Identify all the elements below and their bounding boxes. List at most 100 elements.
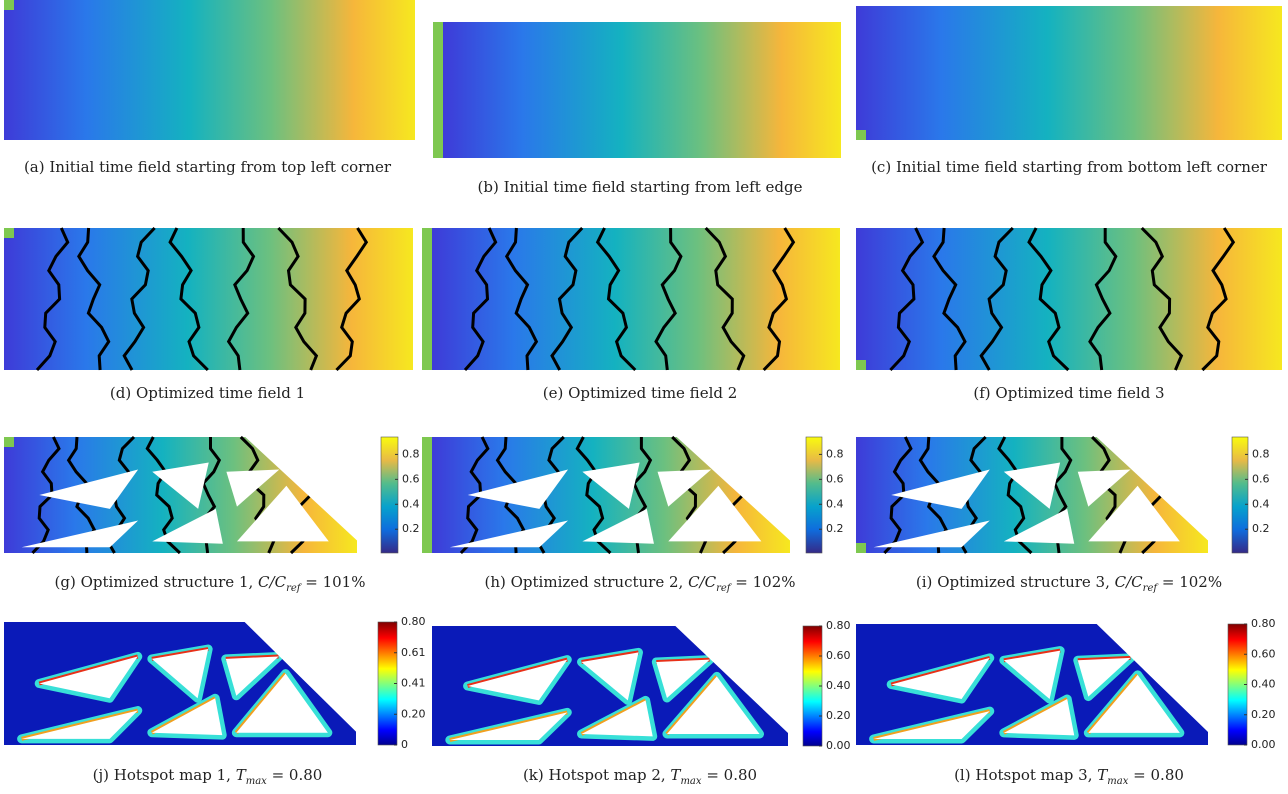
void <box>21 520 139 548</box>
contour-line <box>762 227 796 372</box>
contour-line <box>122 226 156 371</box>
colorbar-label: 0.80 <box>826 619 851 632</box>
caption-text: Initial time field starting from top lef… <box>49 158 392 176</box>
colorbar <box>1231 436 1249 554</box>
void <box>1088 674 1180 733</box>
caption-label: (i) <box>915 573 933 591</box>
contour-line <box>704 226 746 371</box>
contour-line <box>77 227 111 371</box>
caption-label: (k) <box>522 766 544 784</box>
void <box>243 620 360 736</box>
caption: (l) Hotspot map 3, Tmax = 0.80 <box>850 765 1288 792</box>
caption-value: = 0.80 <box>1133 766 1184 784</box>
void <box>1088 485 1180 542</box>
time-field <box>856 228 1282 370</box>
support <box>4 0 14 10</box>
caption-label: (j) <box>92 766 110 784</box>
time-field <box>443 22 841 158</box>
caption-value: = 102% <box>1161 573 1223 591</box>
panel <box>856 6 1282 140</box>
time-field <box>4 0 415 140</box>
contour-line <box>463 227 498 371</box>
void <box>1095 435 1212 544</box>
caption-math: T <box>1097 766 1108 784</box>
colorbar-label: 0.20 <box>1251 708 1276 721</box>
void <box>244 435 361 544</box>
caption-label: (a) <box>23 158 45 176</box>
caption: (j) Hotspot map 1, Tmax = 0.80 <box>0 765 415 792</box>
caption: (b) Initial time field starting from lef… <box>425 177 855 197</box>
caption-label: (e) <box>542 384 564 402</box>
void <box>873 711 990 739</box>
caption-value: = 0.80 <box>271 766 323 784</box>
panel <box>433 22 841 158</box>
colorbar-label: 0.8 <box>826 447 844 460</box>
colorbar-label: 0.80 <box>401 615 426 628</box>
contour-line <box>168 227 209 372</box>
caption: (d) Optimized time field 1 <box>0 383 415 403</box>
panel <box>4 226 413 372</box>
void <box>582 462 640 509</box>
void <box>1077 469 1131 507</box>
contour-line <box>35 227 70 372</box>
caption-subscript: max <box>1107 776 1129 787</box>
panel: 0.80 0.60 0.40 0.20 0.00 <box>856 617 1276 751</box>
contour-line <box>226 227 256 371</box>
caption-label: (l) <box>954 766 971 784</box>
contour-line <box>550 226 584 371</box>
caption-label: (h) <box>484 573 506 591</box>
caption-value: = 101% <box>305 573 366 591</box>
void <box>1077 657 1131 697</box>
caption: (a) Initial time field starting from top… <box>0 157 415 177</box>
void <box>1003 650 1061 700</box>
void <box>581 700 653 737</box>
colorbar-label: 0.20 <box>826 709 851 722</box>
caption: (k) Hotspot map 2, Tmax = 0.80 <box>425 765 855 792</box>
caption-text: Hotspot map 1, <box>113 766 231 784</box>
colorbar-label: 0.61 <box>401 646 426 659</box>
colorbar-label: 0.8 <box>1252 447 1270 460</box>
time-field <box>4 228 413 370</box>
contour-line <box>932 227 967 371</box>
contour-line <box>335 227 369 372</box>
caption-math: C/C <box>688 573 717 591</box>
void <box>873 520 990 548</box>
contour-line <box>595 227 637 372</box>
caption-text: Optimized structure 1, <box>80 573 254 591</box>
colorbar-label: 0.20 <box>401 707 426 720</box>
colorbar-label: 0.40 <box>1251 678 1276 691</box>
caption-label: (d) <box>109 384 132 402</box>
colorbar-label: 0.4 <box>826 497 844 510</box>
caption-label: (c) <box>871 158 892 176</box>
void <box>236 673 328 733</box>
time-field <box>856 6 1282 140</box>
caption-text: Hotspot map 2, <box>548 766 666 784</box>
caption-value: = 102% <box>735 573 796 591</box>
caption-text: Optimized structure 2, <box>510 573 684 591</box>
colorbar-label: 0.2 <box>1252 522 1270 535</box>
contour-line <box>979 226 1014 371</box>
contour-line <box>575 436 612 555</box>
contour-line <box>1201 227 1236 372</box>
void <box>236 485 329 542</box>
caption-subscript: max <box>680 776 702 787</box>
caption: (h) Optimized structure 2, C/Cref = 102% <box>425 572 855 599</box>
void <box>151 649 209 699</box>
panel <box>856 226 1282 372</box>
caption-subscript: ref <box>286 583 301 594</box>
caption-text: Initial time field starting from bottom … <box>895 158 1267 176</box>
colorbar-label: 0.8 <box>402 447 420 460</box>
support <box>856 130 866 140</box>
void <box>891 469 990 509</box>
contour-line <box>1088 228 1118 371</box>
void <box>657 469 712 507</box>
void <box>668 485 762 542</box>
colorbar <box>805 436 823 554</box>
colorbar-label: 0.80 <box>1251 617 1276 630</box>
void <box>674 624 792 737</box>
colorbar-label: 0.6 <box>1252 472 1270 485</box>
colorbar-label: 0.4 <box>402 497 420 510</box>
caption-text: Initial time field starting from left ed… <box>503 178 803 196</box>
colorbar <box>380 436 399 554</box>
